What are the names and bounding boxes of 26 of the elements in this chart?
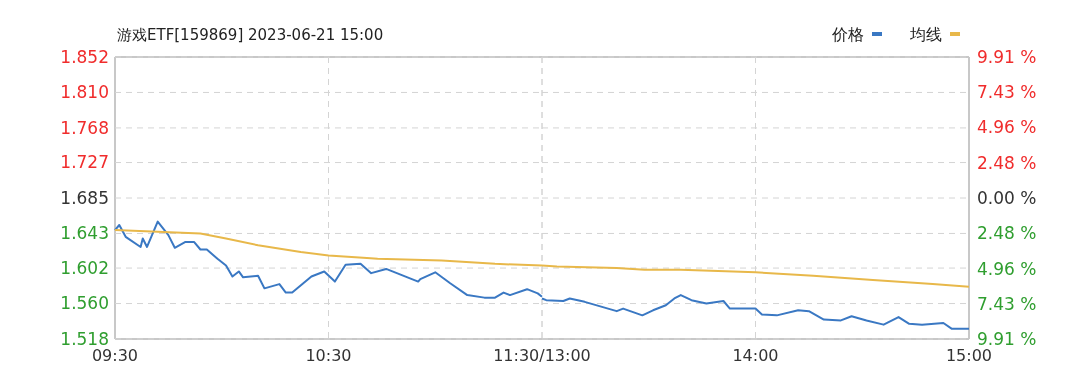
legend-label: 价格: [831, 25, 864, 44]
text: 2.48 %: [977, 223, 1037, 244]
y-tick-label: 1.602: [60, 258, 109, 279]
y-tick-label: 1.852: [60, 46, 109, 67]
text: 9.91 %: [977, 46, 1037, 67]
text: 7.43 %: [977, 293, 1037, 314]
text: 4.96 %: [977, 258, 1037, 279]
x-tick-label: 14:00: [732, 346, 779, 365]
x-tick-label: 09:30: [91, 346, 139, 365]
y-tick-label: 1.643: [60, 223, 109, 244]
y-tick-label: 1.810: [60, 82, 109, 103]
text: 4.96 %: [977, 117, 1037, 138]
x-tick-label: 10:30: [305, 346, 352, 365]
text: 2.48 %: [977, 152, 1037, 173]
y-tick-label: 1.685: [60, 187, 109, 208]
text: 7.43 %: [977, 82, 1037, 103]
text: 0.00 %: [977, 187, 1037, 208]
text: 9.91 %: [977, 328, 1037, 349]
y-tick-label: 1.727: [60, 152, 109, 173]
y-tick-label: 1.560: [60, 293, 109, 314]
y-tick-label: 1.768: [60, 117, 109, 138]
x-tick-label: 15:00: [945, 346, 993, 365]
legend-label: 均线: [909, 25, 942, 44]
y-tick-label: 1.518: [60, 328, 109, 349]
chart-title: 游戏ETF[159869] 2023-06-21 15:00: [117, 26, 384, 44]
x-tick-label: 11:30/13:00: [493, 346, 591, 365]
